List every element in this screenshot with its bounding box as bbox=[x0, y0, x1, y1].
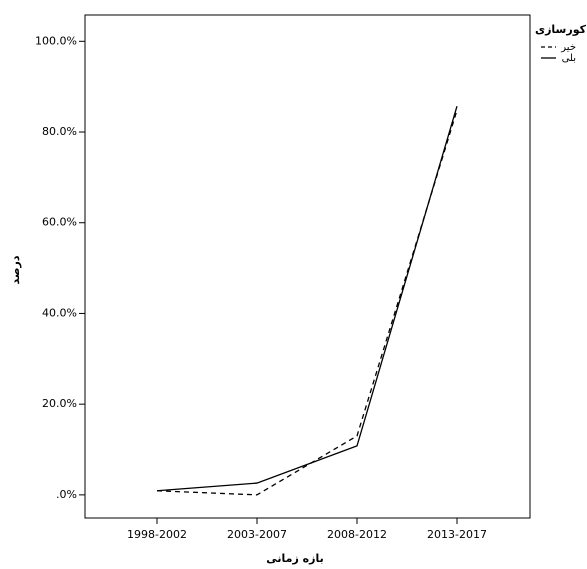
y-tick-label: 40.0% bbox=[42, 306, 77, 319]
legend-label: بلی bbox=[562, 53, 576, 64]
y-tick-label: 20.0% bbox=[42, 397, 77, 410]
x-tick-label: 2003-2007 bbox=[227, 528, 287, 541]
y-tick-label: .0% bbox=[56, 488, 77, 501]
y-tick-label: 100.0% bbox=[35, 34, 77, 47]
x-tick-label: 2008-2012 bbox=[327, 528, 387, 541]
plot-frame bbox=[84, 14, 531, 519]
legend-label: خیر bbox=[560, 42, 576, 53]
legend-title: کورسازی bbox=[535, 23, 587, 36]
y-axis-title: درصد bbox=[9, 255, 22, 284]
series-line bbox=[156, 110, 458, 496]
x-tick-label: 2013-2017 bbox=[427, 528, 487, 541]
x-tick-label: 1998-2002 bbox=[127, 528, 187, 541]
y-tick-label: 80.0% bbox=[42, 125, 77, 138]
series-line bbox=[156, 105, 458, 492]
x-axis-title: بازه زمانی bbox=[266, 552, 323, 565]
y-tick-label: 60.0% bbox=[42, 216, 77, 229]
